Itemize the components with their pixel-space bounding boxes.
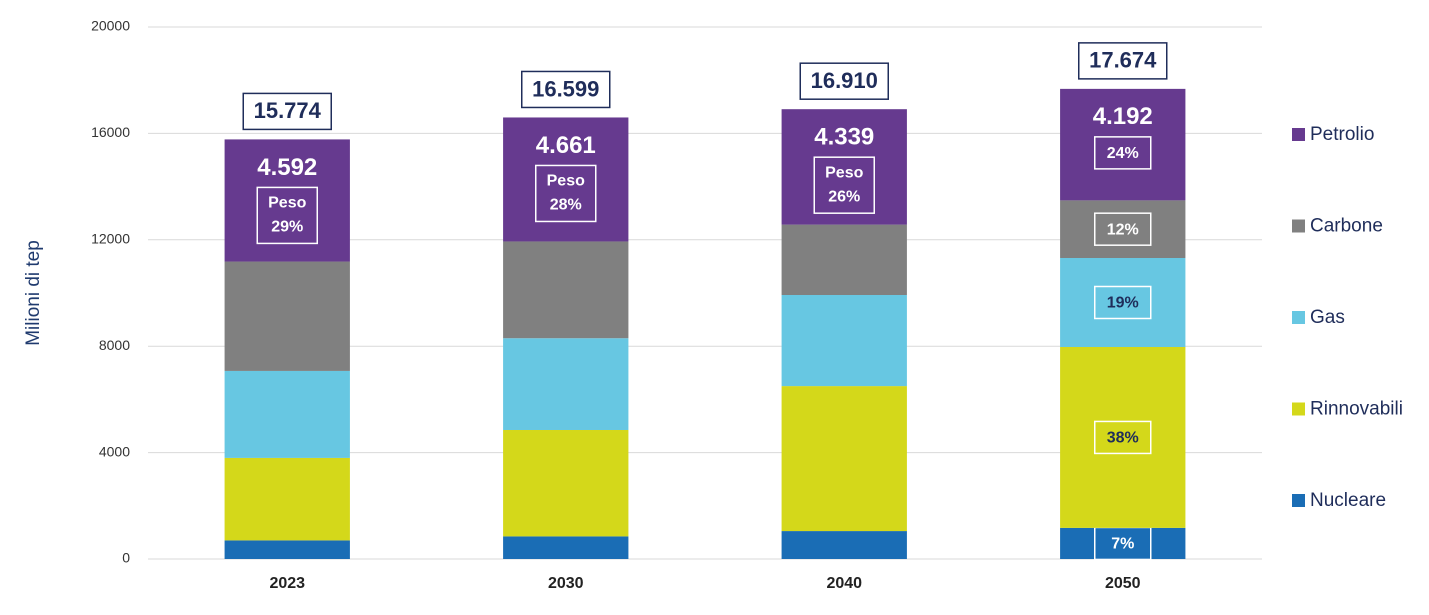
legend-label: Carbone bbox=[1310, 216, 1383, 237]
legend-swatch bbox=[1292, 128, 1305, 141]
total-label: 17.674 bbox=[1089, 48, 1157, 73]
share-label: 19% bbox=[1107, 295, 1139, 312]
value-label: 4.339 bbox=[814, 124, 874, 151]
x-tick-label: 2040 bbox=[826, 575, 862, 592]
share-label: 26% bbox=[828, 188, 860, 205]
total-label: 16.910 bbox=[811, 68, 878, 93]
total-box bbox=[1078, 42, 1168, 80]
total-box bbox=[521, 70, 611, 109]
y-tick-label: 0 bbox=[122, 550, 130, 566]
bar-segment bbox=[1060, 257, 1186, 347]
bar-segment bbox=[224, 261, 350, 371]
share-label: 24% bbox=[1107, 145, 1139, 162]
share-box bbox=[1094, 285, 1152, 320]
value-label: 4.592 bbox=[257, 154, 317, 181]
value-label: 4.661 bbox=[536, 132, 596, 159]
bar-segment bbox=[503, 241, 629, 339]
x-tick-label: 2030 bbox=[548, 575, 584, 592]
bar-segment bbox=[781, 224, 907, 295]
legend-swatch bbox=[1292, 311, 1305, 324]
share-box bbox=[535, 164, 597, 223]
legend-swatch bbox=[1292, 494, 1305, 507]
share-prefix: Peso bbox=[825, 164, 863, 181]
bar-segment bbox=[503, 338, 629, 430]
y-tick-label: 16000 bbox=[91, 124, 130, 140]
y-tick-label: 20000 bbox=[91, 18, 130, 34]
share-label: 7% bbox=[1111, 536, 1134, 553]
bar-segment bbox=[781, 386, 907, 532]
bar-segment bbox=[1060, 527, 1186, 559]
y-axis-label: Milioni di tep bbox=[23, 240, 44, 346]
bar-segment bbox=[1060, 346, 1186, 528]
legend-label: Petrolio bbox=[1310, 124, 1374, 145]
share-box bbox=[813, 156, 875, 214]
bar-segment bbox=[1060, 88, 1186, 201]
x-tick-label: 2050 bbox=[1105, 575, 1141, 592]
bar-segment bbox=[1060, 200, 1186, 258]
legend-label: Nucleare bbox=[1310, 490, 1386, 511]
share-prefix: Peso bbox=[547, 173, 585, 190]
bar-segment bbox=[781, 109, 907, 225]
legend-swatch bbox=[1292, 219, 1305, 233]
share-label: 28% bbox=[550, 197, 582, 214]
bar-segment bbox=[781, 294, 907, 387]
y-tick-label: 8000 bbox=[99, 337, 130, 353]
legend-label: Gas bbox=[1310, 307, 1345, 328]
share-label: 12% bbox=[1107, 221, 1139, 238]
bar-segment bbox=[224, 540, 350, 559]
total-box bbox=[242, 92, 332, 131]
share-box bbox=[1094, 212, 1152, 246]
total-box bbox=[799, 62, 889, 100]
bar-segment bbox=[503, 429, 629, 537]
total-label: 16.599 bbox=[532, 76, 599, 101]
share-prefix: Peso bbox=[268, 195, 306, 212]
share-box bbox=[1094, 136, 1152, 170]
value-label: 4.192 bbox=[1093, 103, 1153, 130]
y-tick-label: 4000 bbox=[99, 443, 130, 459]
x-tick-label: 2023 bbox=[269, 575, 305, 592]
bar-segment bbox=[224, 457, 350, 541]
total-label: 15.774 bbox=[254, 98, 322, 123]
share-label: 29% bbox=[271, 219, 303, 236]
legend-swatch bbox=[1292, 402, 1305, 416]
bar-segment bbox=[224, 370, 350, 458]
share-box bbox=[256, 186, 318, 245]
share-label: 38% bbox=[1107, 430, 1139, 447]
share-box bbox=[1094, 420, 1152, 455]
bar-segment bbox=[781, 531, 907, 559]
bar-segment bbox=[503, 536, 629, 559]
bar-segment bbox=[224, 139, 350, 262]
legend-label: Rinnovabili bbox=[1310, 399, 1403, 420]
y-tick-label: 12000 bbox=[91, 231, 130, 247]
